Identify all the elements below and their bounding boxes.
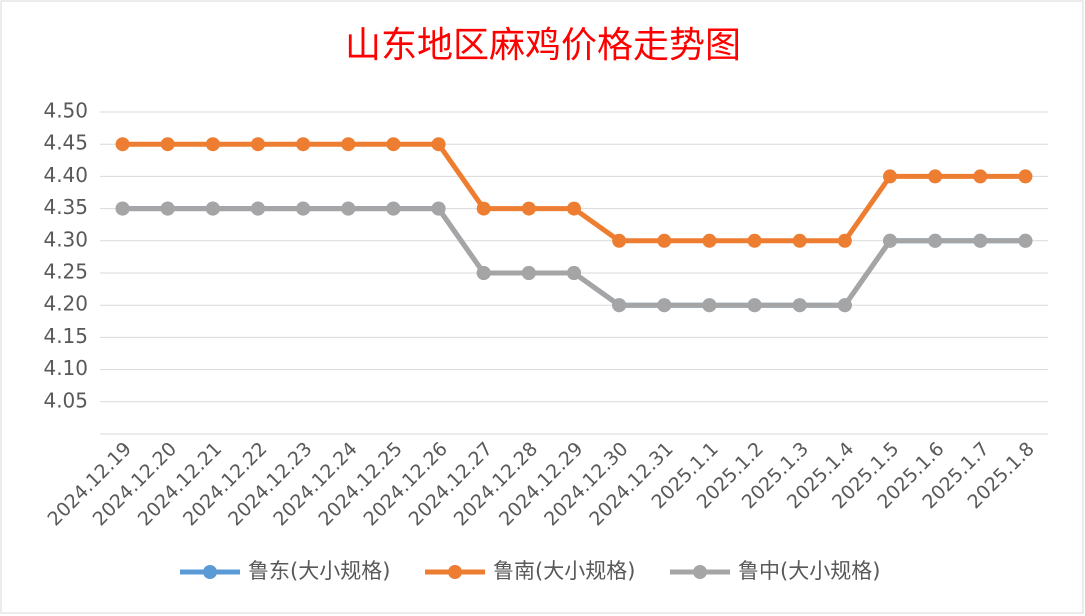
legend-label: 鲁南(大小规格) [493, 559, 635, 583]
data-point [973, 233, 988, 248]
data-point [1018, 233, 1033, 248]
data-point [431, 201, 446, 216]
data-point [747, 233, 762, 248]
data-point [205, 201, 220, 216]
data-point [251, 201, 265, 216]
data-point [521, 266, 536, 280]
data-point [747, 298, 762, 313]
data-point [341, 201, 356, 216]
data-point [657, 233, 672, 248]
chart-title: 山东地区麻鸡价格走势图 [345, 25, 741, 66]
legend-label: 鲁东(大小规格) [248, 559, 390, 583]
y-tick-label: 4.10 [43, 356, 88, 380]
data-point [251, 137, 265, 152]
y-tick-label: 4.05 [43, 388, 88, 412]
data-point [702, 233, 717, 248]
legend-marker [203, 565, 217, 579]
data-point [883, 169, 897, 184]
y-tick-label: 4.35 [43, 195, 88, 219]
data-point [973, 169, 988, 184]
data-point [837, 298, 852, 313]
data-point [476, 201, 491, 216]
data-point [160, 201, 175, 216]
data-point [476, 266, 491, 280]
data-point [792, 233, 807, 248]
y-tick-label: 4.40 [43, 163, 88, 187]
y-tick-label: 4.50 [43, 99, 88, 123]
data-point [567, 201, 581, 216]
data-point [928, 169, 943, 184]
data-point [115, 201, 130, 216]
y-tick-label: 4.45 [43, 131, 88, 155]
data-point [160, 137, 175, 152]
data-point [115, 137, 130, 152]
data-point [928, 233, 943, 248]
y-tick-label: 4.20 [43, 292, 88, 316]
data-point [205, 137, 220, 152]
data-point [431, 137, 446, 152]
y-tick-label: 4.15 [43, 324, 88, 348]
data-point [612, 233, 627, 248]
data-point [792, 298, 807, 313]
data-point [702, 298, 717, 313]
data-point [1018, 169, 1033, 184]
data-point [296, 137, 311, 152]
y-tick-label: 4.25 [43, 260, 88, 284]
data-point [521, 201, 536, 216]
data-point [386, 201, 401, 216]
data-point [386, 137, 401, 152]
data-point [567, 266, 581, 280]
y-tick-label: 4.30 [43, 227, 88, 251]
data-point [657, 298, 672, 313]
data-point [341, 137, 356, 152]
legend-marker [693, 565, 707, 579]
legend-label: 鲁中(大小规格) [738, 559, 880, 583]
data-point [612, 298, 627, 313]
data-point [837, 233, 852, 248]
legend-marker [448, 565, 462, 579]
data-point [296, 201, 311, 216]
data-point [883, 233, 897, 248]
